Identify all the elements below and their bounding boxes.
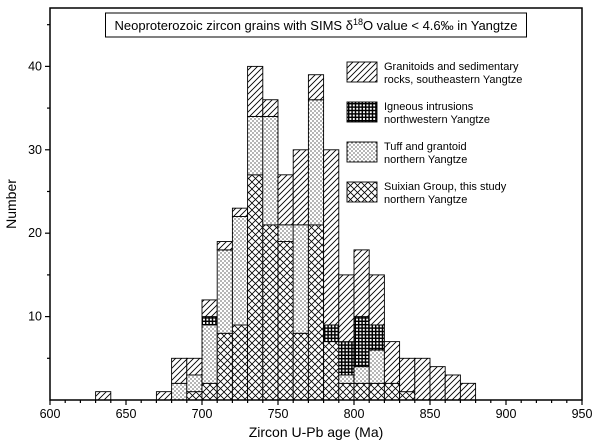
- legend-label: Suixian Group, this study: [384, 181, 507, 193]
- bar-segment-dots: [353, 366, 370, 384]
- x-tick-label: 800: [344, 407, 365, 421]
- bar-segment-crosshatch: [399, 391, 416, 401]
- legend-swatch-diagonal: [346, 61, 378, 83]
- bar-segment-diagonal: [399, 357, 416, 393]
- bar-segment-diagonal: [186, 357, 203, 376]
- bar-segment-dots: [216, 249, 233, 334]
- bar-segment-dots: [247, 115, 264, 176]
- bar-segment-dots: [292, 224, 309, 334]
- legend-swatch-crosshatch: [346, 181, 378, 203]
- legend-label: northern Yangtze: [384, 154, 467, 166]
- x-tick-label: 700: [192, 407, 213, 421]
- y-tick-label: 20: [28, 226, 42, 240]
- bar-segment-crosshatch: [201, 382, 218, 401]
- legend-label: Igneous intrusions: [384, 101, 474, 113]
- title-box: [105, 12, 527, 38]
- bar-segment-diagonal: [216, 241, 233, 251]
- bar-segment-crosshatch: [231, 324, 249, 401]
- legend-label: Tuff and grantoid: [384, 141, 467, 153]
- bar-segment-dots: [201, 324, 218, 384]
- bar-segment-dots: [186, 374, 203, 393]
- y-tick-label: 40: [28, 59, 42, 73]
- x-tick-label: 850: [420, 407, 441, 421]
- bar-segment-diagonal: [414, 357, 431, 401]
- legend-label: Granitoids and sedimentary: [384, 61, 519, 73]
- bar-segment-diagonal: [95, 391, 112, 401]
- bar-segment-crosshatch: [323, 341, 340, 401]
- bar-segment-diagonal: [231, 207, 249, 217]
- bar-segment-grid: [338, 341, 355, 376]
- bar-segment-crosshatch: [353, 382, 370, 401]
- plot-frame: [49, 7, 583, 401]
- bar-segment-dots: [262, 115, 279, 226]
- x-tick-label: 950: [572, 407, 593, 421]
- bar-segment-grid: [323, 324, 340, 343]
- bar-segment-diagonal: [292, 149, 309, 226]
- chart-title: Neoproterozoic zircon grains with SIMS δ…: [115, 17, 518, 33]
- legend-label: rocks, southeastern Yangtze: [384, 74, 522, 86]
- bar-segment-crosshatch: [383, 382, 401, 401]
- y-tick-label: 30: [28, 143, 42, 157]
- bar-segment-diagonal: [277, 174, 294, 226]
- bar-segment-diagonal: [155, 391, 173, 401]
- legend-label: northern Yangtze: [384, 194, 467, 206]
- bar-segment-dots: [171, 382, 188, 401]
- bar-segment-diagonal: [353, 249, 370, 318]
- bar-segment-dots: [231, 216, 249, 326]
- bar-segment-dots: [277, 224, 294, 242]
- legend-swatch-grid: [346, 101, 378, 123]
- legend-swatch-dots: [346, 141, 378, 163]
- bar-segment-crosshatch: [262, 224, 279, 401]
- bar-segment-crosshatch: [292, 332, 309, 401]
- y-tick-label: 10: [28, 310, 42, 324]
- bar-segment-diagonal: [201, 299, 218, 318]
- y-axis-title: Number: [3, 179, 19, 229]
- bar-segment-diagonal: [171, 357, 188, 384]
- bar-segment-crosshatch: [216, 332, 233, 401]
- x-tick-label: 650: [116, 407, 137, 421]
- bar-segment-diagonal: [338, 274, 355, 343]
- bar-segment-diagonal: [307, 74, 325, 101]
- legend-label: northwestern Yangtze: [384, 114, 490, 126]
- x-tick-label: 900: [496, 407, 517, 421]
- bar-segment-crosshatch: [186, 391, 203, 401]
- bar-segment-dots: [368, 349, 385, 384]
- bar-segment-diagonal: [459, 382, 477, 401]
- bar-segment-crosshatch: [338, 382, 355, 401]
- x-tick-label: 600: [40, 407, 61, 421]
- bar-segment-crosshatch: [307, 224, 325, 401]
- bar-segment-dots: [338, 374, 355, 384]
- histogram-bars: [95, 65, 477, 401]
- bar-segment-dots: [307, 99, 325, 226]
- bar-segment-grid: [201, 316, 218, 326]
- bar-segment-diagonal: [383, 341, 401, 384]
- bar-segment-diagonal: [368, 274, 385, 326]
- bar-segment-crosshatch: [277, 241, 294, 401]
- x-tick-label: 750: [268, 407, 289, 421]
- bar-segment-diagonal: [323, 149, 340, 326]
- x-axis-title: Zircon U-Pb age (Ma): [249, 424, 384, 440]
- bar-segment-crosshatch: [247, 174, 264, 401]
- bar-segment-diagonal: [429, 366, 446, 401]
- axis-ticks: [45, 24, 583, 405]
- bar-segment-crosshatch: [368, 382, 385, 401]
- bar-segment-diagonal: [262, 99, 279, 117]
- bar-segment-diagonal: [247, 65, 264, 117]
- bar-segment-diagonal: [444, 374, 461, 401]
- bar-segment-grid: [368, 324, 385, 351]
- bar-segment-grid: [353, 316, 370, 368]
